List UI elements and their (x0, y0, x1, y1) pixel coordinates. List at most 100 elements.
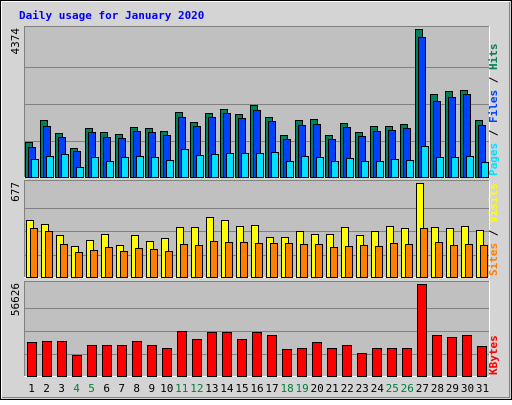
x-tick-label-day-8: 8 (133, 382, 140, 395)
bar-kbytes-day-6 (102, 345, 112, 377)
bar-pages-day-22 (346, 158, 354, 178)
bar-pages-day-9 (151, 157, 159, 178)
bar-pages-day-30 (466, 156, 474, 178)
bar-pages-day-25 (391, 159, 399, 178)
bar-sites-day-14 (225, 242, 233, 278)
bar-kbytes-day-16 (252, 332, 262, 377)
bar-kbytes-day-1 (27, 342, 37, 377)
x-tick-label-day-17: 17 (265, 382, 278, 395)
bar-pages-day-10 (166, 160, 174, 178)
bar-pages-day-31 (481, 162, 489, 178)
bar-kbytes-day-4 (72, 355, 82, 377)
x-tick-label-day-30: 30 (461, 382, 474, 395)
x-tick-label-day-19: 19 (295, 382, 308, 395)
bar-sites-day-24 (375, 246, 383, 278)
bar-kbytes-day-31 (477, 346, 487, 377)
bar-kbytes-day-28 (432, 335, 442, 377)
x-tick-label-day-5: 5 (88, 382, 95, 395)
x-tick-label-day-23: 23 (356, 382, 369, 395)
legend-entry: Hits (487, 44, 500, 71)
bar-kbytes-day-13 (207, 332, 217, 377)
legend-entry: / (487, 123, 500, 143)
bar-pages-day-4 (76, 167, 84, 178)
x-tick-label-day-25: 25 (386, 382, 399, 395)
bar-sites-day-16 (255, 243, 263, 278)
bar-pages-day-21 (331, 161, 339, 178)
bar-sites-day-13 (210, 241, 218, 278)
legend: Sites / Visits (487, 183, 500, 276)
bar-pages-day-2 (46, 156, 54, 178)
bar-sites-day-5 (90, 250, 98, 278)
bar-sites-day-4 (75, 252, 83, 278)
bar-sites-day-27 (420, 228, 428, 278)
bar-sites-day-17 (270, 243, 278, 278)
panel-hits_files_pages: 4374 Pages / Files / Hits (9, 26, 500, 178)
x-tick-label-day-11: 11 (175, 382, 188, 395)
bar-sites-day-23 (360, 245, 368, 278)
x-tick-label-day-20: 20 (310, 382, 323, 395)
bar-sites-day-28 (435, 242, 443, 278)
bar-sites-day-6 (105, 247, 113, 278)
bar-kbytes-day-11 (177, 331, 187, 377)
x-tick-label-day-16: 16 (250, 382, 263, 395)
bar-kbytes-day-22 (342, 345, 352, 377)
x-tick-label-day-14: 14 (220, 382, 234, 395)
legend-entry: Files (487, 90, 500, 123)
bar-sites-day-15 (240, 242, 248, 278)
bar-kbytes-day-5 (87, 345, 97, 377)
x-tick-label-day-12: 12 (190, 382, 203, 395)
legend: KBytes (487, 335, 500, 375)
bar-pages-day-1 (31, 159, 39, 178)
x-tick-label-day-2: 2 (43, 382, 50, 395)
x-tick-label-day-27: 27 (416, 382, 429, 395)
bar-sites-day-19 (300, 244, 308, 278)
bar-kbytes-day-15 (237, 339, 247, 377)
bar-kbytes-day-14 (222, 332, 232, 377)
bar-sites-day-3 (60, 244, 68, 278)
bar-sites-day-22 (345, 246, 353, 278)
x-tick-label-day-21: 21 (326, 382, 339, 395)
bar-pages-day-28 (436, 157, 444, 178)
legend-entry: / (487, 223, 500, 243)
x-tick-label-day-13: 13 (205, 382, 218, 395)
bar-pages-day-18 (286, 161, 294, 178)
bar-kbytes-day-20 (312, 342, 322, 377)
panel-visits_sites: 677 Sites / Visits (9, 180, 500, 278)
bar-pages-day-6 (106, 161, 114, 178)
x-tick-label-day-6: 6 (103, 382, 110, 395)
bar-sites-day-8 (135, 248, 143, 278)
bar-pages-day-11 (181, 149, 189, 178)
bar-kbytes-day-21 (327, 348, 337, 377)
bar-sites-day-10 (165, 251, 173, 278)
bar-kbytes-day-2 (42, 341, 52, 377)
x-tick-label-day-1: 1 (28, 382, 35, 395)
legend: Pages / Files / Hits (487, 44, 500, 177)
x-tick-label-day-10: 10 (160, 382, 173, 395)
x-tick-label-day-31: 31 (476, 382, 489, 395)
legend-entry: Sites (487, 243, 500, 276)
bar-pages-day-23 (361, 161, 369, 178)
x-tick-label-day-26: 26 (401, 382, 414, 395)
bar-pages-day-29 (451, 157, 459, 178)
bar-pages-day-15 (241, 153, 249, 178)
bar-kbytes-day-23 (357, 353, 367, 377)
bar-kbytes-day-25 (387, 348, 397, 377)
bar-pages-day-16 (256, 153, 264, 178)
bar-sites-day-21 (330, 247, 338, 278)
panel-kbytes: 56626 KBytes (9, 281, 500, 377)
legend-entry: KBytes (487, 335, 500, 375)
bar-kbytes-day-3 (57, 341, 67, 377)
legend-entry: / (487, 70, 500, 90)
bar-sites-day-1 (30, 228, 38, 278)
bar-pages-day-3 (61, 154, 69, 178)
bar-kbytes-day-9 (147, 345, 157, 377)
bar-kbytes-day-27 (417, 284, 427, 377)
x-tick-label-day-4: 4 (73, 382, 80, 395)
x-tick-label-day-7: 7 (118, 382, 125, 395)
bar-sites-day-30 (465, 244, 473, 278)
bar-kbytes-day-17 (267, 335, 277, 377)
bar-kbytes-day-30 (462, 335, 472, 377)
bar-pages-day-24 (376, 161, 384, 178)
x-tick-label-day-9: 9 (148, 382, 155, 395)
